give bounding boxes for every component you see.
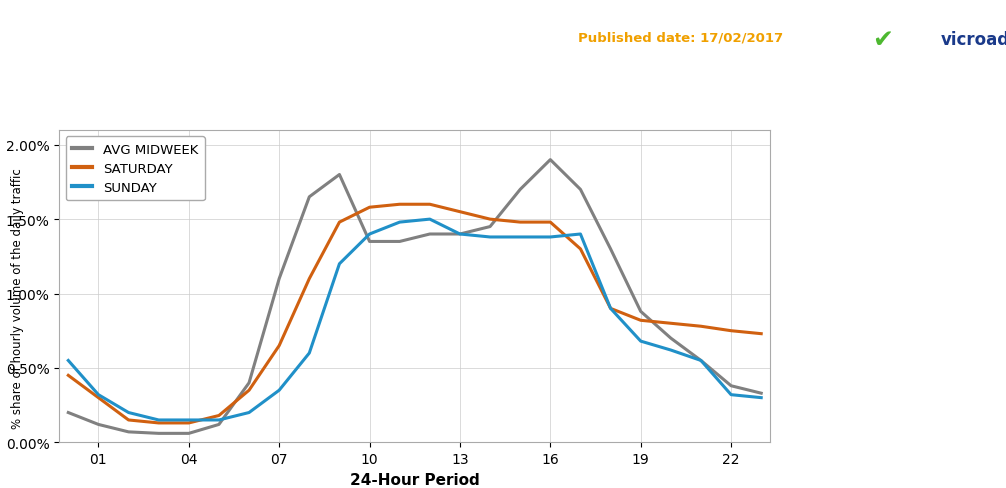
Text: Published date: 17/02/2017: Published date: 17/02/2017 xyxy=(578,32,784,45)
Text: Traffic Volumes by Time of Day: Traffic Volumes by Time of Day xyxy=(370,86,636,102)
Text: ✔: ✔ xyxy=(871,28,892,52)
Text: Traffic Monitor: Traffic Monitor xyxy=(12,23,278,54)
Text: (Volumes): (Volumes) xyxy=(246,29,330,47)
Text: Daily traffic profiles vary
depending on the day of the week
(Weekday & Weekends: Daily traffic profiles vary depending on… xyxy=(807,153,1006,317)
Text: % share of hourly volume of the daily traffic: % share of hourly volume of the daily tr… xyxy=(11,168,24,428)
X-axis label: 24-Hour Period: 24-Hour Period xyxy=(350,471,480,487)
Text: vicroads: vicroads xyxy=(941,31,1006,49)
Bar xyxy=(860,0,1006,80)
Legend: AVG MIDWEEK, SATURDAY, SUNDAY: AVG MIDWEEK, SATURDAY, SUNDAY xyxy=(65,137,205,201)
